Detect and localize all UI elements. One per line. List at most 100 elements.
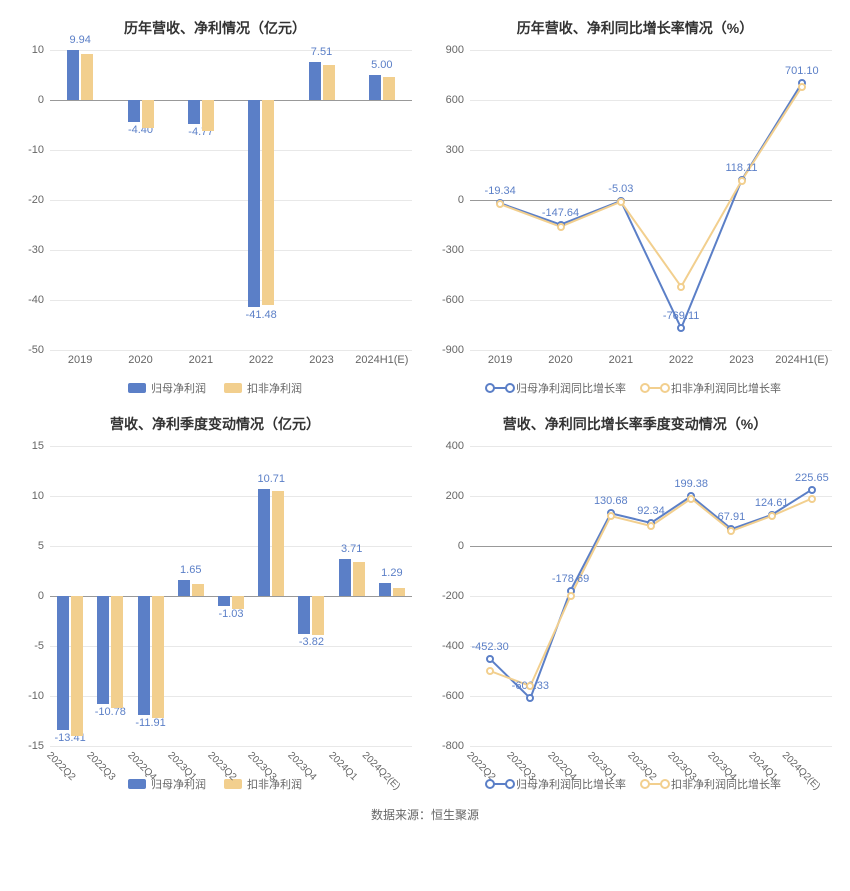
line-marker bbox=[768, 512, 776, 520]
line-marker bbox=[557, 223, 565, 231]
bar bbox=[258, 489, 270, 596]
bar bbox=[272, 491, 284, 596]
bar bbox=[353, 562, 365, 596]
x-tick-label: 2021 bbox=[609, 354, 633, 366]
y-tick-label: 10 bbox=[10, 490, 44, 502]
bar bbox=[309, 62, 321, 100]
value-label: 7.51 bbox=[311, 46, 332, 58]
x-tick-label: 2020 bbox=[128, 354, 152, 366]
value-label: 130.68 bbox=[594, 495, 628, 507]
y-tick-label: -600 bbox=[430, 294, 464, 306]
bar bbox=[71, 596, 83, 736]
bar bbox=[192, 584, 204, 596]
value-label: 701.10 bbox=[785, 65, 819, 77]
y-tick-label: 900 bbox=[430, 44, 464, 56]
value-label: 10.71 bbox=[257, 473, 285, 485]
bar bbox=[383, 77, 395, 101]
legend-swatch bbox=[489, 387, 511, 389]
panel-annual-growth: 历年营收、净利同比增长率情况（%） -900-600-3000300600900… bbox=[430, 10, 840, 396]
chart-area: -50-40-30-20-100102019202020212022202320… bbox=[50, 50, 412, 350]
line-marker bbox=[486, 655, 494, 663]
value-label: -19.34 bbox=[485, 185, 516, 197]
bar bbox=[339, 559, 351, 596]
y-tick-label: -30 bbox=[10, 244, 44, 256]
panel-annual-value: 历年营收、净利情况（亿元） -50-40-30-20-1001020192020… bbox=[10, 10, 420, 396]
value-label: 1.29 bbox=[381, 567, 402, 579]
value-label: 5.00 bbox=[371, 59, 392, 71]
y-tick-label: -800 bbox=[430, 740, 464, 752]
x-tick-label: 2023 bbox=[729, 354, 753, 366]
legend-swatch bbox=[128, 779, 146, 789]
line-marker bbox=[738, 177, 746, 185]
x-tick-label: 2023 bbox=[309, 354, 333, 366]
x-tick-label: 2022 bbox=[669, 354, 693, 366]
legend-item: 归母净利润 bbox=[128, 380, 206, 396]
bar bbox=[202, 100, 214, 131]
x-tick-label: 2024H1(E) bbox=[355, 354, 408, 366]
legend-swatch bbox=[128, 383, 146, 393]
bar bbox=[218, 596, 230, 606]
legend-swatch bbox=[489, 783, 511, 785]
bar bbox=[379, 583, 391, 596]
y-tick-label: 0 bbox=[430, 540, 464, 552]
bar bbox=[369, 75, 381, 100]
panel-quarterly-growth: 营收、净利同比增长率季度变动情况（%） -800-600-400-2000200… bbox=[430, 406, 840, 792]
legend-item: 扣非净利润 bbox=[224, 380, 302, 396]
y-tick-label: 0 bbox=[10, 94, 44, 106]
bar bbox=[188, 100, 200, 124]
legend-item: 归母净利润同比增长率 bbox=[489, 380, 626, 396]
line-marker bbox=[486, 667, 494, 675]
line-marker bbox=[808, 486, 816, 494]
y-tick-label: -10 bbox=[10, 144, 44, 156]
y-tick-label: 0 bbox=[430, 194, 464, 206]
value-label: -147.64 bbox=[542, 207, 579, 219]
line-marker bbox=[808, 495, 816, 503]
y-tick-label: -20 bbox=[10, 194, 44, 206]
chart-area: -15-10-50510152022Q22022Q32022Q42023Q120… bbox=[50, 446, 412, 746]
y-tick-label: 10 bbox=[10, 44, 44, 56]
line-marker bbox=[617, 198, 625, 206]
y-tick-label: 400 bbox=[430, 440, 464, 452]
value-label: -11.91 bbox=[135, 717, 165, 729]
value-label: -1.03 bbox=[218, 608, 243, 620]
line-marker bbox=[687, 495, 695, 503]
line-marker bbox=[526, 682, 534, 690]
bar bbox=[57, 596, 69, 730]
panel-title: 营收、净利季度变动情况（亿元） bbox=[10, 414, 420, 434]
line-marker bbox=[798, 83, 806, 91]
value-label: 124.61 bbox=[755, 497, 789, 509]
y-tick-label: -15 bbox=[10, 740, 44, 752]
bar bbox=[81, 54, 93, 101]
value-label: -769.11 bbox=[663, 310, 700, 322]
value-label: -5.03 bbox=[608, 183, 633, 195]
chart-legend: 归母净利润同比增长率扣非净利润同比增长率 bbox=[430, 776, 840, 792]
line-series bbox=[500, 87, 802, 287]
line-marker bbox=[567, 592, 575, 600]
line-marker bbox=[607, 512, 615, 520]
legend-label: 归母净利润同比增长率 bbox=[516, 380, 626, 396]
bar bbox=[97, 596, 109, 704]
legend-label: 归母净利润 bbox=[151, 380, 206, 396]
legend-label: 归母净利润 bbox=[151, 776, 206, 792]
y-tick-label: -200 bbox=[430, 590, 464, 602]
chart-grid: 历年营收、净利情况（亿元） -50-40-30-20-1001020192020… bbox=[10, 10, 840, 792]
x-tick-label: 2024H1(E) bbox=[775, 354, 828, 366]
y-tick-label: -40 bbox=[10, 294, 44, 306]
line-marker bbox=[677, 324, 685, 332]
chart-area: -900-600-3000300600900201920202021202220… bbox=[470, 50, 832, 350]
y-tick-label: 0 bbox=[10, 590, 44, 602]
legend-item: 扣非净利润同比增长率 bbox=[644, 776, 781, 792]
bar bbox=[298, 596, 310, 634]
legend-item: 扣非净利润同比增长率 bbox=[644, 380, 781, 396]
value-label: 1.65 bbox=[180, 564, 201, 576]
legend-swatch bbox=[644, 783, 666, 785]
legend-swatch bbox=[224, 383, 242, 393]
x-tick-label: 2021 bbox=[189, 354, 213, 366]
y-tick-label: 15 bbox=[10, 440, 44, 452]
y-tick-label: 600 bbox=[430, 94, 464, 106]
chart-legend: 归母净利润 扣非净利润 bbox=[10, 380, 420, 396]
value-label: 67.91 bbox=[718, 511, 746, 523]
y-tick-label: -50 bbox=[10, 344, 44, 356]
x-tick-label: 2019 bbox=[488, 354, 512, 366]
bar bbox=[67, 50, 79, 100]
